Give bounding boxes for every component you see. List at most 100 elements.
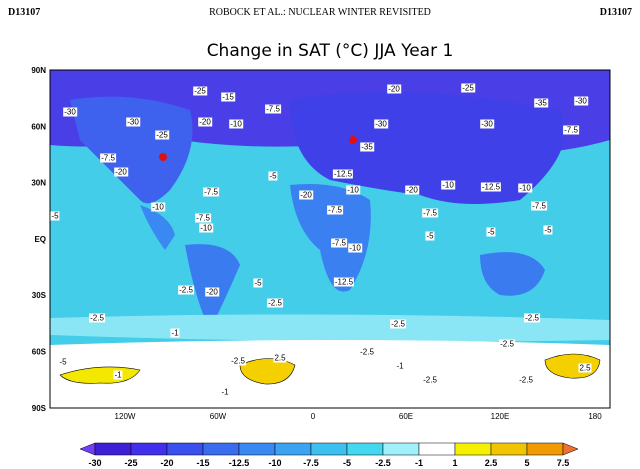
contour-label: -5 [486, 227, 496, 237]
contour-label: -20 [299, 190, 313, 200]
colorbar-label: -25 [124, 458, 137, 468]
lon-label: 60E [399, 412, 413, 421]
lat-label: EQ [34, 235, 46, 244]
contour-label: -5 [58, 357, 68, 367]
contour-label: -1 [170, 328, 180, 338]
contour-label: -10 [518, 183, 532, 193]
contour-label: -2.5 [390, 319, 406, 329]
colorbar-label: -1 [415, 458, 423, 468]
north-america [70, 96, 193, 204]
marker [349, 136, 357, 144]
contour-label: -7.5 [265, 104, 281, 114]
contour-label: -5 [50, 211, 60, 221]
colorbar-label: 2.5 [485, 458, 498, 468]
colorbar-bin [526, 442, 564, 456]
contour-label: -30 [63, 107, 77, 117]
contour-label: -20 [114, 167, 128, 177]
lon-label: 120W [115, 412, 136, 421]
contour-label: -25 [193, 86, 207, 96]
contour-label: -2.5 [524, 313, 540, 323]
colorbar-label: -30 [88, 458, 101, 468]
colorbar-arrow [562, 442, 579, 456]
australia [480, 252, 545, 296]
south-america [185, 244, 240, 330]
colorbar-label: -7.5 [303, 458, 319, 468]
lat-label: 60N [31, 122, 46, 131]
colorbar-bin [238, 442, 276, 456]
contour-label: -10 [199, 223, 213, 233]
lat-label: 90S [32, 404, 47, 413]
antarctica [50, 340, 610, 408]
contour-label: -2.5 [89, 313, 105, 323]
lon-label: 0 [311, 412, 316, 421]
lat-label: 30N [31, 179, 46, 188]
contour-label: -20 [405, 185, 419, 195]
contour-label: -1 [220, 387, 230, 397]
central-america [140, 205, 175, 250]
lat-label: 30S [32, 291, 47, 300]
contour-label: -2.5 [422, 375, 438, 385]
contour-label: -7.5 [422, 208, 438, 218]
contour-label: -7.5 [331, 238, 347, 248]
warm-region [239, 358, 296, 385]
contour-label: -5 [543, 225, 553, 235]
colorbar-bin [94, 442, 132, 456]
contour-label: -20 [387, 84, 401, 94]
lon-label: 180 [588, 412, 602, 421]
contour-label: -7.5 [563, 125, 579, 135]
contour-label: -2.5 [230, 356, 246, 366]
contour-label: -12.5 [333, 277, 355, 287]
colorbar-label: -20 [160, 458, 173, 468]
contour-label: -20 [205, 287, 219, 297]
contour-label: -2.5 [178, 285, 194, 295]
contour-label: -10 [348, 243, 362, 253]
contour-label: -2.5 [359, 347, 375, 357]
page-id: D13107 [8, 7, 41, 18]
contour-label: -35 [534, 98, 548, 108]
contour-label: -2.5 [499, 339, 515, 349]
contour-label: -5 [268, 171, 278, 181]
colorbar-bin [490, 442, 528, 456]
contour-label: -30 [374, 119, 388, 129]
contour-label: -5 [253, 278, 263, 288]
contour-label: -7.5 [100, 153, 116, 163]
contour-label: -10 [346, 185, 360, 195]
lat-label: 60S [32, 348, 47, 357]
contour-label: -30 [126, 117, 140, 127]
colorbar-label: -2.5 [375, 458, 391, 468]
contour-label: -1 [395, 361, 405, 371]
contour-label: 2.5 [273, 353, 287, 363]
contour-label: -12.5 [480, 182, 502, 192]
marker [159, 153, 167, 161]
eurasia [290, 92, 565, 204]
colorbar-label: -10 [268, 458, 281, 468]
contour-label: -25 [155, 130, 169, 140]
contour-label: -15 [221, 92, 235, 102]
contour-label: -25 [461, 83, 475, 93]
colorbar-bin [130, 442, 168, 456]
colorbar-label: -15 [196, 458, 209, 468]
lon-label: 60W [210, 412, 227, 421]
colorbar-bin [274, 442, 312, 456]
page-id: D13107 [599, 7, 632, 18]
colorbar-bin [202, 442, 240, 456]
contour-label: -20 [198, 117, 212, 127]
colorbar-bin [418, 442, 456, 456]
colorbar-label: 1 [452, 458, 457, 468]
colorbar-label: -12.5 [229, 458, 250, 468]
contour-label: -2.5 [518, 375, 534, 385]
colorbar-bin [310, 442, 348, 456]
contour-label: 2.5 [578, 363, 592, 373]
colorbar-label: 5 [524, 458, 529, 468]
colorbar-bin [166, 442, 204, 456]
map-frame [49, 69, 611, 409]
contour-label: -7.5 [203, 187, 219, 197]
contour-label: -1 [113, 370, 123, 380]
colorbar-label: 7.5 [557, 458, 570, 468]
contour-label: -10 [151, 202, 165, 212]
colorbar-bin [346, 442, 384, 456]
colorbar-bin [454, 442, 492, 456]
lon-label: 120E [491, 412, 510, 421]
